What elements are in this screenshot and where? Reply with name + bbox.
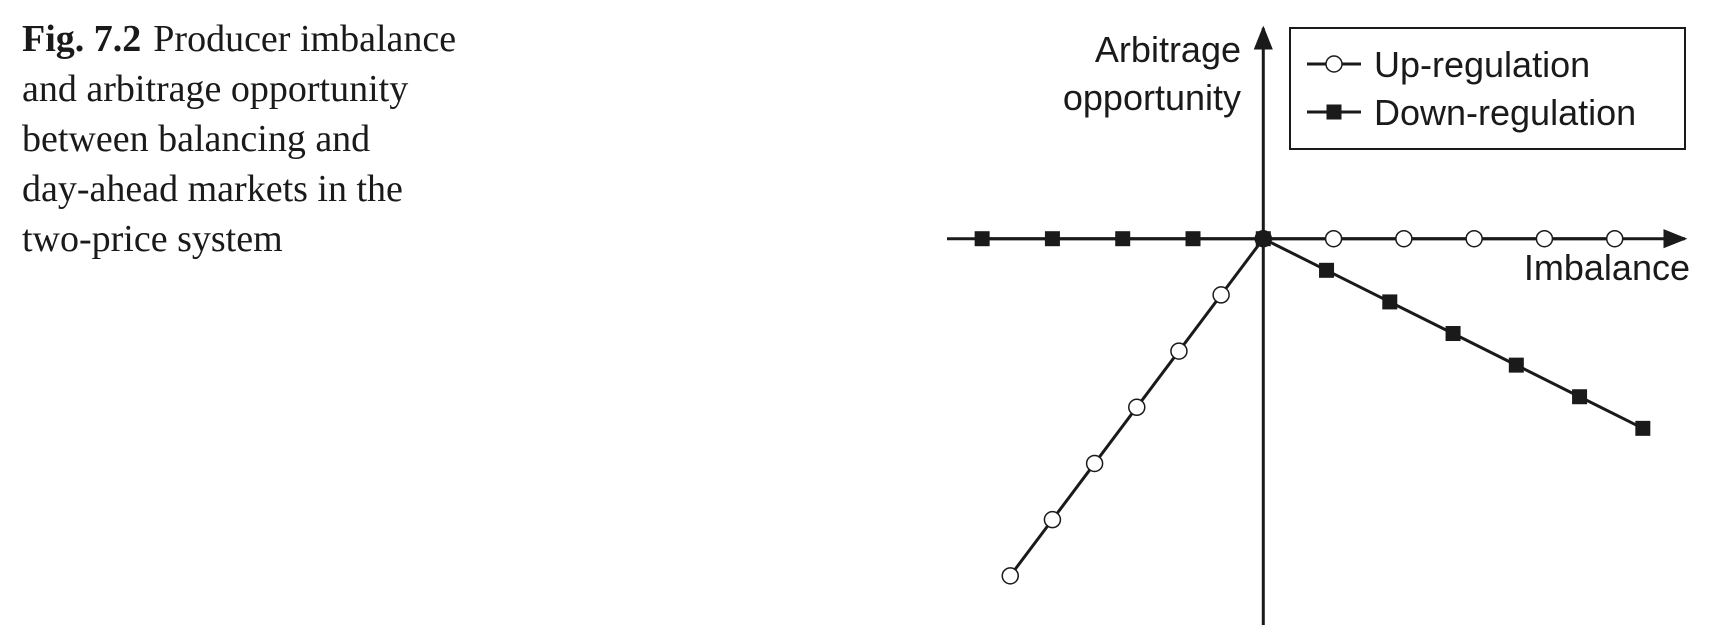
point — [1043, 510, 1062, 529]
caption-text: Producer imbalance — [153, 18, 457, 60]
point — [1255, 231, 1271, 247]
caption-line: between balancing and — [22, 118, 371, 160]
caption-line: two-price system — [22, 218, 283, 260]
point — [1170, 342, 1188, 360]
point — [1635, 420, 1651, 436]
legend-marker — [1325, 55, 1343, 73]
point — [1212, 286, 1230, 304]
point — [1605, 229, 1624, 248]
point — [1319, 262, 1335, 278]
point — [1128, 398, 1146, 417]
caption-line: day-ahead markets in the — [22, 168, 403, 210]
caption: Fig. 7.2 Producer imbalance and arbitrage… — [22, 14, 456, 264]
point — [1382, 294, 1398, 310]
point — [1508, 357, 1524, 373]
point — [1324, 229, 1343, 248]
point — [1465, 229, 1483, 248]
point — [1535, 229, 1554, 248]
legend-label: Down-regulation — [1374, 92, 1636, 133]
y-axis-label: opportunity — [1063, 77, 1241, 118]
legend-label: Up-regulation — [1374, 44, 1590, 85]
legend-box — [1289, 27, 1686, 150]
point — [1185, 231, 1201, 247]
x-axis-label: Imbalance — [1524, 247, 1690, 288]
figure-label: Fig. 7.2 — [22, 18, 142, 60]
point — [1572, 389, 1588, 405]
point — [1445, 326, 1461, 342]
caption-line: and arbitrage opportunity — [22, 68, 409, 110]
caption-line: Fig. 7.2 Producer imbalance — [22, 14, 456, 64]
series-line — [1009, 237, 1615, 577]
point — [1395, 229, 1413, 248]
point — [1115, 231, 1131, 247]
point — [1085, 454, 1104, 473]
legend-marker — [1326, 104, 1342, 120]
y-axis-label: Arbitrage — [1095, 29, 1241, 70]
point — [1044, 231, 1060, 247]
point — [974, 231, 990, 247]
point — [1001, 567, 1020, 585]
